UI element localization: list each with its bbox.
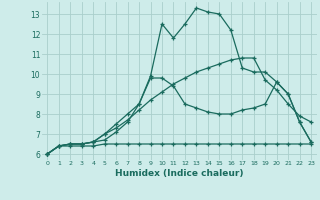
X-axis label: Humidex (Indice chaleur): Humidex (Indice chaleur) [115,169,244,178]
